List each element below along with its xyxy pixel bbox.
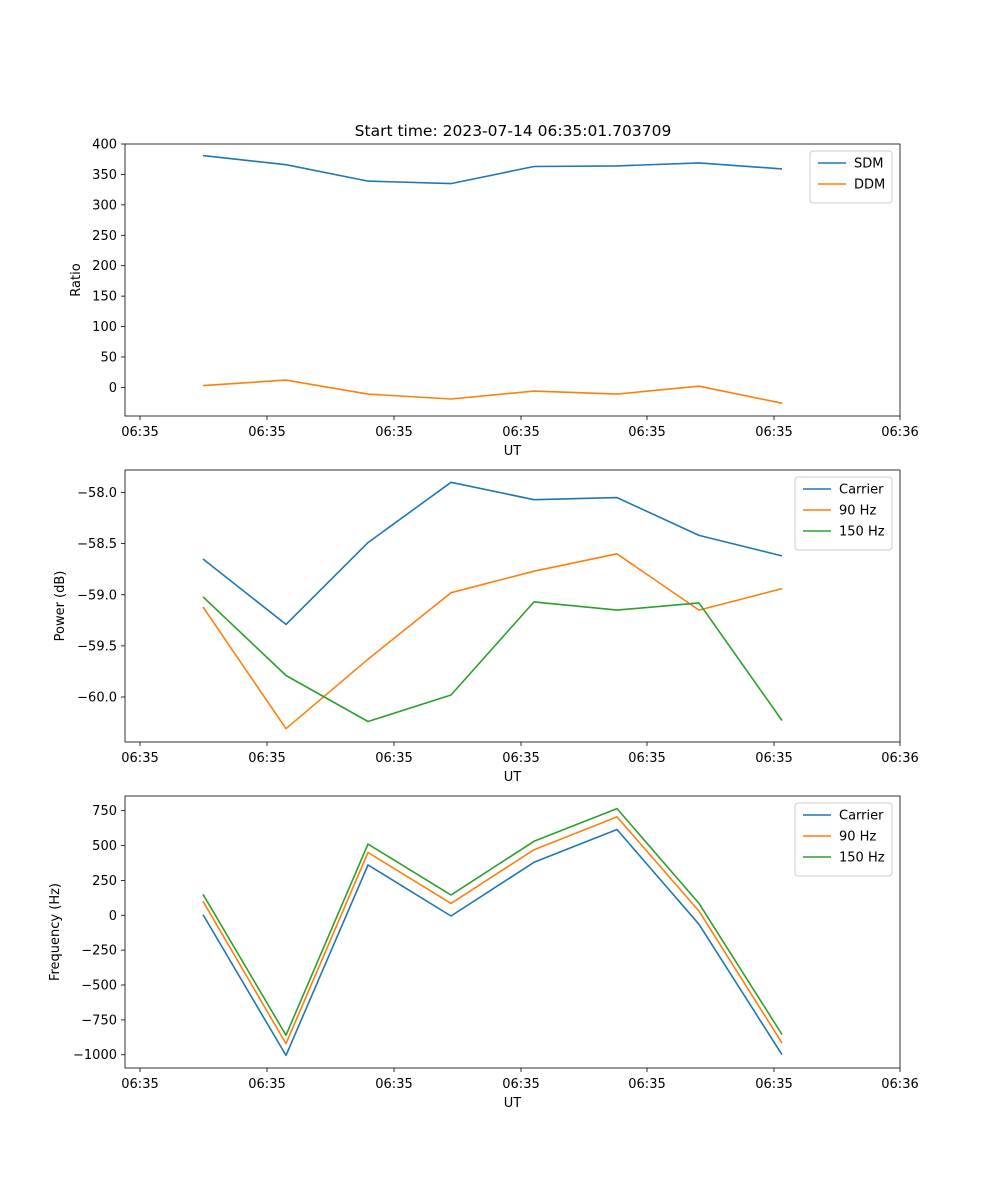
series-line-90-hz bbox=[202, 552, 783, 730]
x-tick-label: 06:35 bbox=[375, 751, 412, 766]
x-tick-label: 06:35 bbox=[375, 1077, 412, 1092]
y-tick-label: 100 bbox=[92, 320, 117, 335]
x-tick-label: 06:35 bbox=[248, 751, 285, 766]
x-tick-label: 06:35 bbox=[121, 751, 158, 766]
x-axis-label: UT bbox=[504, 444, 522, 459]
axes-frame bbox=[124, 143, 901, 417]
y-tick-label: 500 bbox=[92, 839, 117, 854]
y-tick-label: 0 bbox=[109, 909, 117, 924]
legend-label: 150 Hz bbox=[839, 851, 885, 866]
legend-box bbox=[809, 150, 893, 204]
y-tick-label: 300 bbox=[92, 198, 117, 213]
y-tick-label: 400 bbox=[92, 138, 117, 153]
series-line-150-hz bbox=[202, 807, 783, 1036]
axes-frame bbox=[124, 469, 901, 743]
x-tick-label: 06:36 bbox=[881, 425, 918, 440]
y-tick-label: −500 bbox=[81, 979, 117, 994]
legend-label: Carrier bbox=[839, 483, 884, 498]
y-tick-label: 350 bbox=[92, 168, 117, 183]
legend-label: DDM bbox=[854, 178, 885, 193]
y-tick-label: −1000 bbox=[73, 1048, 117, 1063]
y-tick-label: 0 bbox=[109, 381, 117, 396]
plots: 06:35 06:35 06:35 06:35 06:35 06:35 06:36 0 50 10… bbox=[48, 138, 919, 1112]
series-line-sdm bbox=[202, 154, 783, 185]
x-tick-label: 06:35 bbox=[502, 1077, 539, 1092]
y-tick-label: 250 bbox=[92, 874, 117, 889]
x-tick-label: 06:35 bbox=[502, 425, 539, 440]
x-tick-label: 06:35 bbox=[628, 1077, 665, 1092]
x-tick-label: 06:35 bbox=[502, 751, 539, 766]
x-tick-label: 06:36 bbox=[881, 1077, 918, 1092]
series-line-ddm bbox=[202, 379, 783, 404]
y-tick-label: −250 bbox=[81, 944, 117, 959]
x-tick-label: 06:35 bbox=[375, 425, 412, 440]
series-line-150-hz bbox=[202, 596, 783, 723]
chart-panel-2: 06:35 06:35 06:35 06:35 06:35 06:35 06:36 −58.0… bbox=[53, 469, 919, 785]
x-tick-label: 06:35 bbox=[248, 425, 285, 440]
y-tick-label: 50 bbox=[100, 350, 117, 365]
x-tick-label: 06:35 bbox=[755, 1077, 792, 1092]
x-tick-label: 06:35 bbox=[755, 751, 792, 766]
y-tick-label: 750 bbox=[92, 804, 117, 819]
x-tick-label: 06:35 bbox=[248, 1077, 285, 1092]
series-line-carrier bbox=[202, 828, 783, 1057]
y-tick-label: −59.0 bbox=[77, 588, 117, 603]
x-tick-label: 06:35 bbox=[628, 751, 665, 766]
y-axis-label: Ratio bbox=[69, 263, 84, 296]
x-tick-label: 06:35 bbox=[121, 425, 158, 440]
legend: SDM DDM bbox=[809, 150, 893, 204]
y-tick-label: 200 bbox=[92, 259, 117, 274]
y-tick-label: −59.5 bbox=[77, 639, 117, 654]
y-tick-label: −60.0 bbox=[77, 691, 117, 706]
x-tick-label: 06:35 bbox=[628, 425, 665, 440]
axes-frame bbox=[124, 795, 901, 1069]
legend-label: 90 Hz bbox=[839, 830, 876, 845]
x-tick-label: 06:35 bbox=[755, 425, 792, 440]
legend-label: SDM bbox=[854, 157, 883, 172]
y-tick-label: 150 bbox=[92, 290, 117, 305]
series-line-90-hz bbox=[202, 816, 783, 1045]
y-axis-label: Power (dB) bbox=[53, 571, 68, 642]
legend-label: 90 Hz bbox=[839, 504, 876, 519]
chart-panel-1: 06:35 06:35 06:35 06:35 06:35 06:35 06:36 0 50 10… bbox=[69, 138, 919, 460]
x-axis-label: UT bbox=[504, 1096, 522, 1111]
x-tick-label: 06:35 bbox=[121, 1077, 158, 1092]
y-tick-label: 250 bbox=[92, 229, 117, 244]
y-axis-label: Frequency (Hz) bbox=[48, 883, 63, 981]
y-tick-label: −58.0 bbox=[77, 486, 117, 501]
y-tick-label: −750 bbox=[81, 1013, 117, 1028]
x-axis-label: UT bbox=[504, 770, 522, 785]
figure-title: Start time: 2023-07-14 06:35:01.703709 bbox=[355, 122, 672, 140]
legend: Carrier 90 Hz 150 Hz bbox=[794, 802, 893, 877]
legend-label: 150 Hz bbox=[839, 525, 885, 540]
y-tick-label: −58.5 bbox=[77, 537, 117, 552]
chart-panel-3: 06:35 06:35 06:35 06:35 06:35 06:35 06:36 750 50… bbox=[48, 795, 919, 1111]
legend-label: Carrier bbox=[839, 809, 884, 824]
x-tick-label: 06:36 bbox=[881, 751, 918, 766]
series-line-carrier bbox=[202, 481, 783, 626]
legend: Carrier 90 Hz 150 Hz bbox=[794, 476, 893, 551]
